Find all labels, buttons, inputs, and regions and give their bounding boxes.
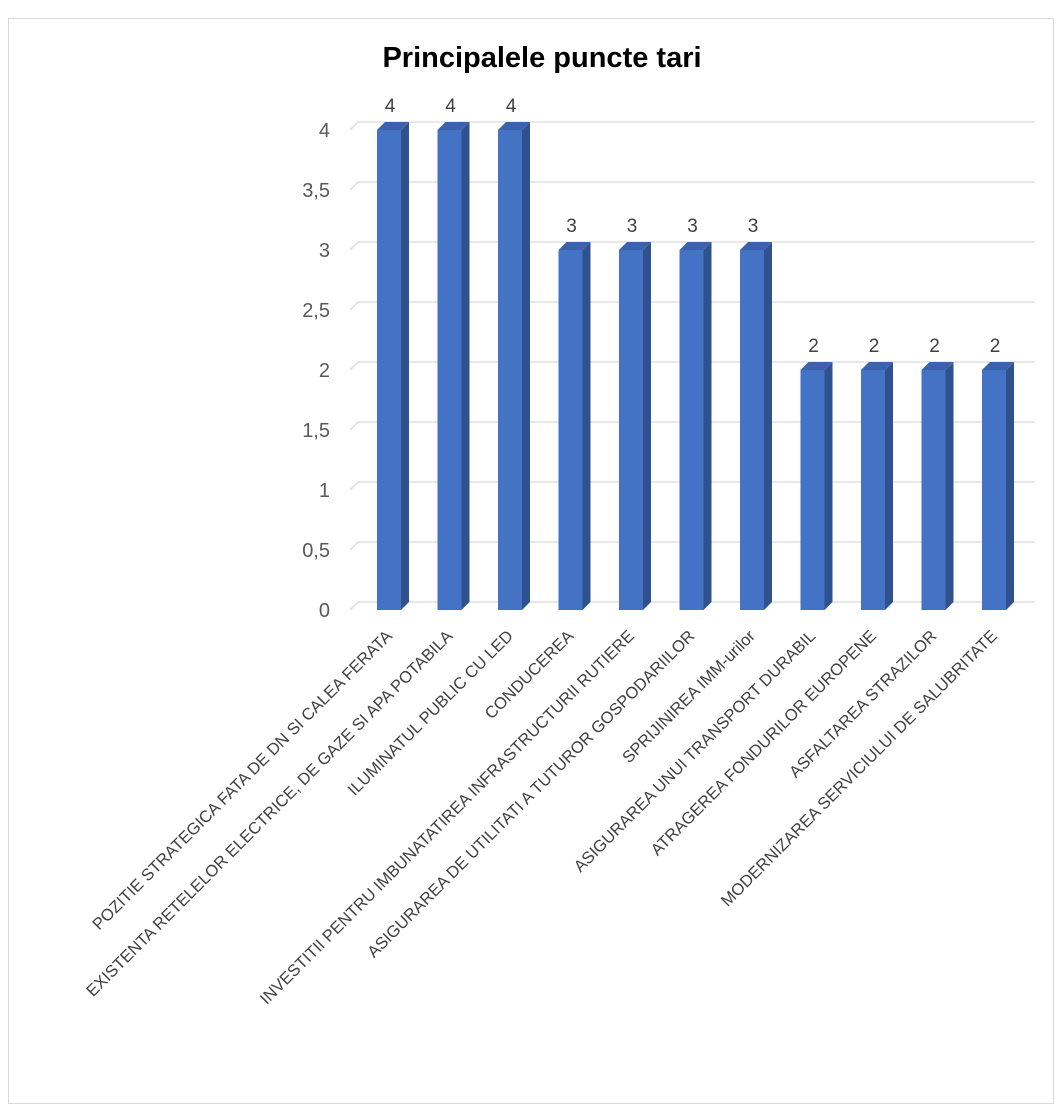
bar-side xyxy=(945,362,954,610)
data-label: 4 xyxy=(506,96,517,117)
bar-top xyxy=(740,242,772,250)
bar-side xyxy=(522,122,530,610)
gridline-depth xyxy=(349,361,359,371)
data-label: 2 xyxy=(990,336,1001,357)
bar-side xyxy=(643,242,651,610)
data-labels: 4 4 4 3 3 3 3 2 2 2 2 xyxy=(385,96,1001,357)
data-label: 3 xyxy=(748,216,759,237)
bar xyxy=(619,242,651,610)
bar-front xyxy=(437,130,462,610)
data-label: 4 xyxy=(385,96,396,117)
gridline-depth xyxy=(349,601,359,611)
bar-front xyxy=(982,370,1006,610)
bar xyxy=(558,242,591,610)
bar-top xyxy=(377,122,409,130)
bar-front xyxy=(800,370,825,610)
bar-top xyxy=(800,362,833,370)
bar-top xyxy=(921,362,954,370)
bar xyxy=(800,362,833,610)
data-label: 4 xyxy=(445,96,456,117)
bar xyxy=(498,122,530,610)
category-label: EXISTENTA RETELELOR ELECTRICE, DE GAZE S… xyxy=(83,627,456,1000)
y-tick-label: 0,5 xyxy=(302,540,330,562)
bar-side xyxy=(582,242,591,610)
gridline-depth xyxy=(349,121,359,131)
bar-side xyxy=(824,362,833,610)
bar-top xyxy=(982,362,1014,370)
y-tick-label: 1,5 xyxy=(302,420,330,442)
bar-front xyxy=(558,250,583,610)
data-label: 3 xyxy=(627,216,638,237)
data-label: 2 xyxy=(929,336,940,357)
category-label: MODERNIZAREA SERVICIULUI DE SALUBRITATE xyxy=(718,627,1001,910)
bar-top xyxy=(437,122,470,130)
data-label: 2 xyxy=(808,336,819,357)
bar xyxy=(861,362,893,610)
gridline-depth xyxy=(349,241,359,251)
bar xyxy=(740,242,772,610)
data-label: 3 xyxy=(687,216,698,237)
bar-front xyxy=(679,250,704,610)
y-tick-label: 0 xyxy=(319,600,330,622)
gridline-depth xyxy=(349,421,359,431)
bar-top xyxy=(498,122,530,130)
y-tick-label: 1 xyxy=(319,480,330,502)
bar-side xyxy=(764,242,772,610)
y-tick-label: 3 xyxy=(319,240,330,262)
bar xyxy=(921,362,954,610)
gridline-depth xyxy=(349,541,359,551)
bar-side xyxy=(401,122,409,610)
bar-side xyxy=(703,242,712,610)
bar-top xyxy=(861,362,893,370)
bar-side xyxy=(885,362,893,610)
bar xyxy=(437,122,470,610)
y-tick-label: 4 xyxy=(319,120,330,142)
bar xyxy=(377,122,409,610)
data-label: 2 xyxy=(869,336,880,357)
bar-side xyxy=(461,122,470,610)
bars xyxy=(377,122,1014,610)
data-label: 3 xyxy=(566,216,577,237)
y-tick-label: 3,5 xyxy=(302,180,330,202)
gridline-depth xyxy=(349,481,359,491)
bar xyxy=(679,242,712,610)
bar-top xyxy=(619,242,651,250)
gridline-depth xyxy=(349,301,359,311)
y-tick-label: 2 xyxy=(319,360,330,382)
bar-front xyxy=(619,250,643,610)
chart-title: Principalele puncte tari xyxy=(382,42,701,74)
bar-side xyxy=(1006,362,1014,610)
bar-top xyxy=(679,242,712,250)
bar-top xyxy=(558,242,591,250)
category-label: ATRAGEREA FONDURILOR EUROPENE xyxy=(648,627,880,859)
y-tick-label: 2,5 xyxy=(302,300,330,322)
bar-front xyxy=(921,370,946,610)
bar-front xyxy=(861,370,885,610)
bar-front xyxy=(377,130,401,610)
bar xyxy=(982,362,1014,610)
gridline-depth xyxy=(349,181,359,191)
y-axis-ticks: 0 0,5 1 1,5 2 2,5 3 3,5 4 xyxy=(302,120,330,622)
bar-front xyxy=(498,130,522,610)
bar-front xyxy=(740,250,764,610)
category-labels: POZITIE STRATEGICA FATA DE DN SI CALEA F… xyxy=(83,627,1001,1008)
